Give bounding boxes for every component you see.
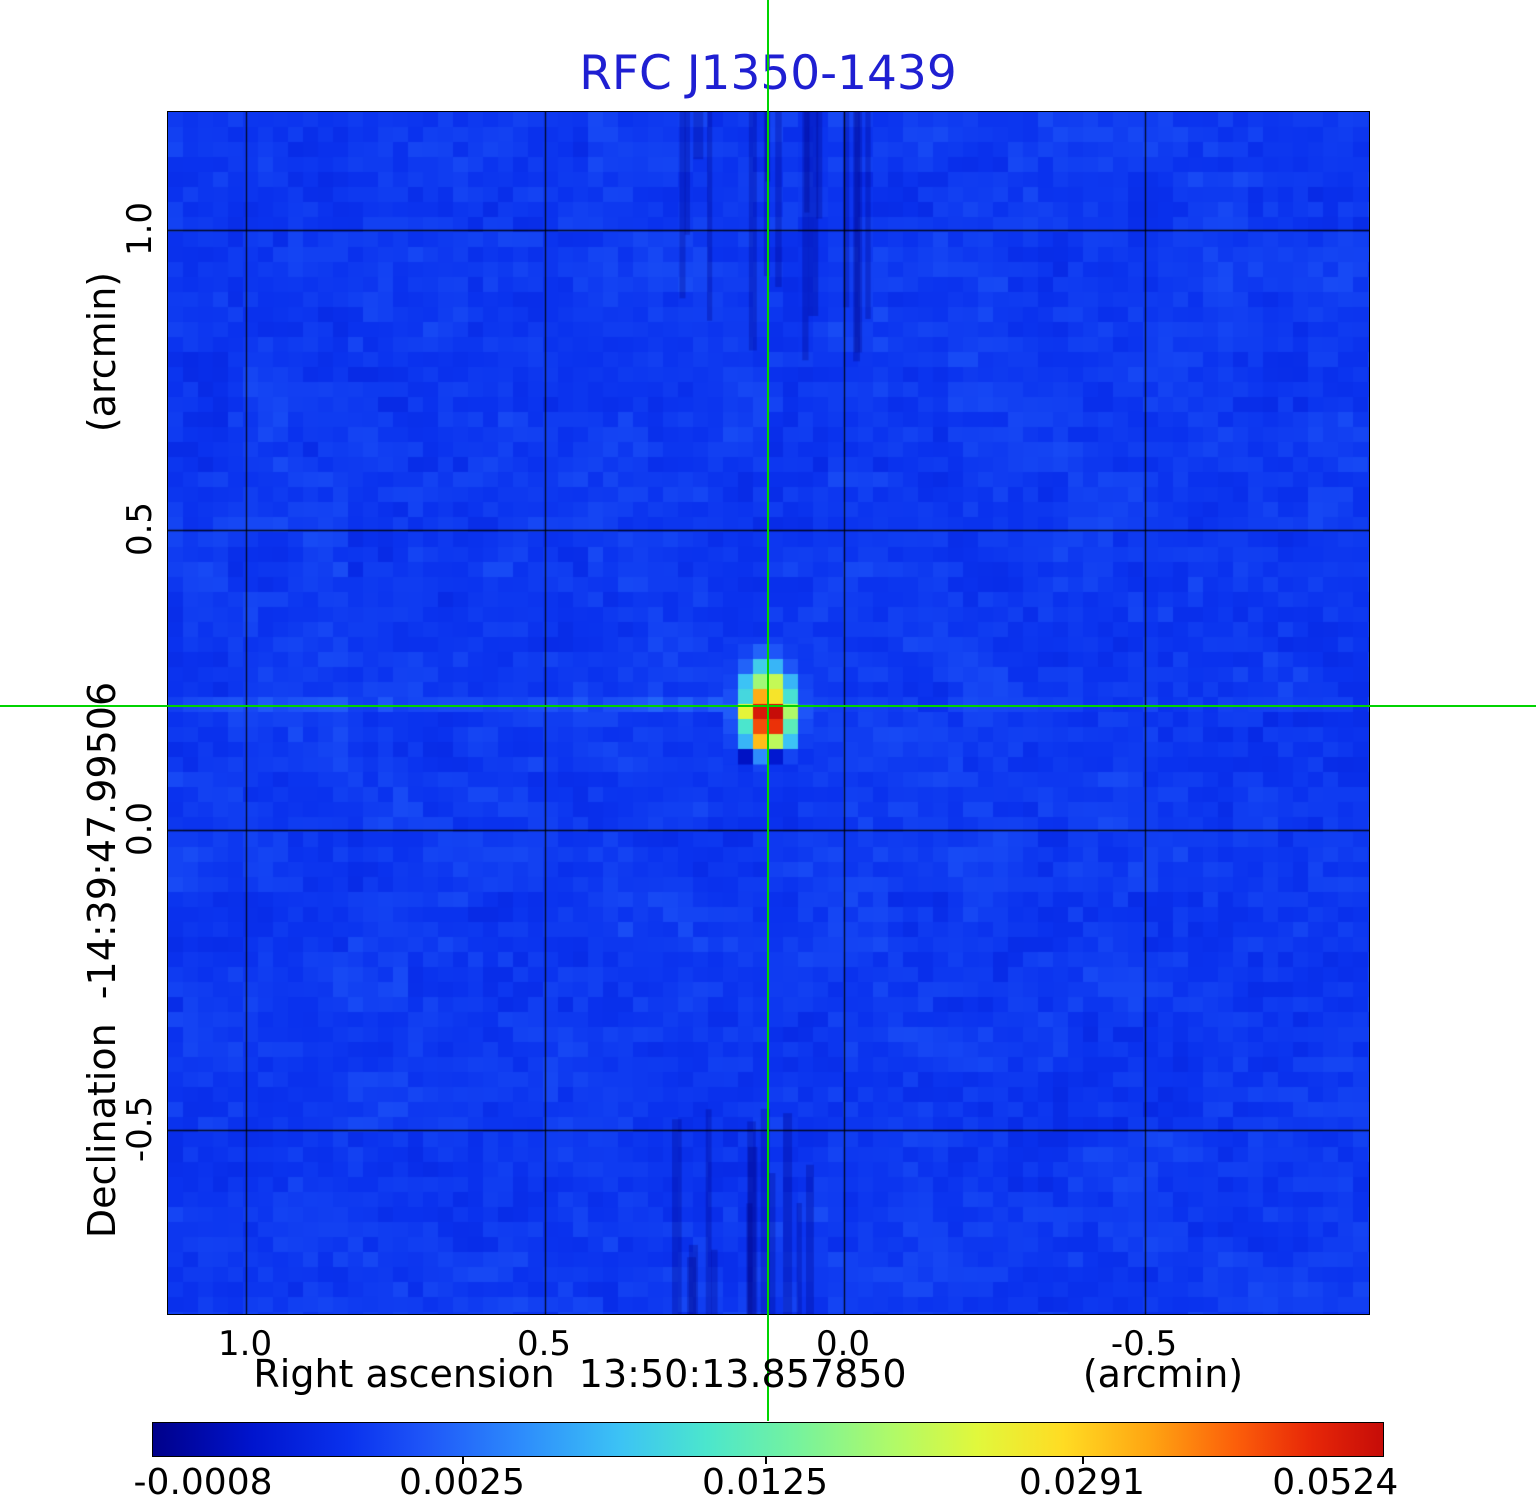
crosshair-horizontal-line — [0, 705, 1536, 707]
colorbar-tick — [765, 1456, 768, 1464]
x-axis-title: Right ascension 13:50:13.857850 — [253, 1352, 907, 1396]
x-tick-label: 1.0 — [218, 1324, 273, 1364]
x-axis-unit-label: (arcmin) — [1082, 1352, 1244, 1396]
crosshair-vertical-line — [767, 0, 769, 1421]
y-tick-label: 1.0 — [120, 201, 160, 257]
x-tick-label: 0.0 — [815, 1324, 871, 1364]
y-axis-title: Declination -14:39:47.99506 — [80, 681, 124, 1239]
colorbar-tick — [461, 1456, 464, 1464]
colorbar-tick — [1081, 1456, 1084, 1464]
y-tick-label: 0.5 — [120, 502, 160, 557]
y-tick-label: 0.0 — [120, 801, 160, 856]
colorbar-tick-label: 0.0025 — [398, 1462, 525, 1503]
colorbar-tick-label: 0.0125 — [702, 1462, 829, 1503]
x-tick-label: 0.5 — [516, 1324, 572, 1364]
y-tick-label: -0.5 — [120, 1095, 160, 1163]
colorbar-tick-label: 0.0291 — [1018, 1462, 1145, 1503]
colorbar-tick-label: -0.0008 — [133, 1462, 273, 1503]
y-axis-unit-label: (arcmin) — [80, 271, 124, 433]
colorbar-tick-label: 0.0524 — [1272, 1462, 1399, 1503]
colorbar — [152, 1422, 1384, 1457]
x-tick-label: -0.5 — [1110, 1324, 1178, 1364]
